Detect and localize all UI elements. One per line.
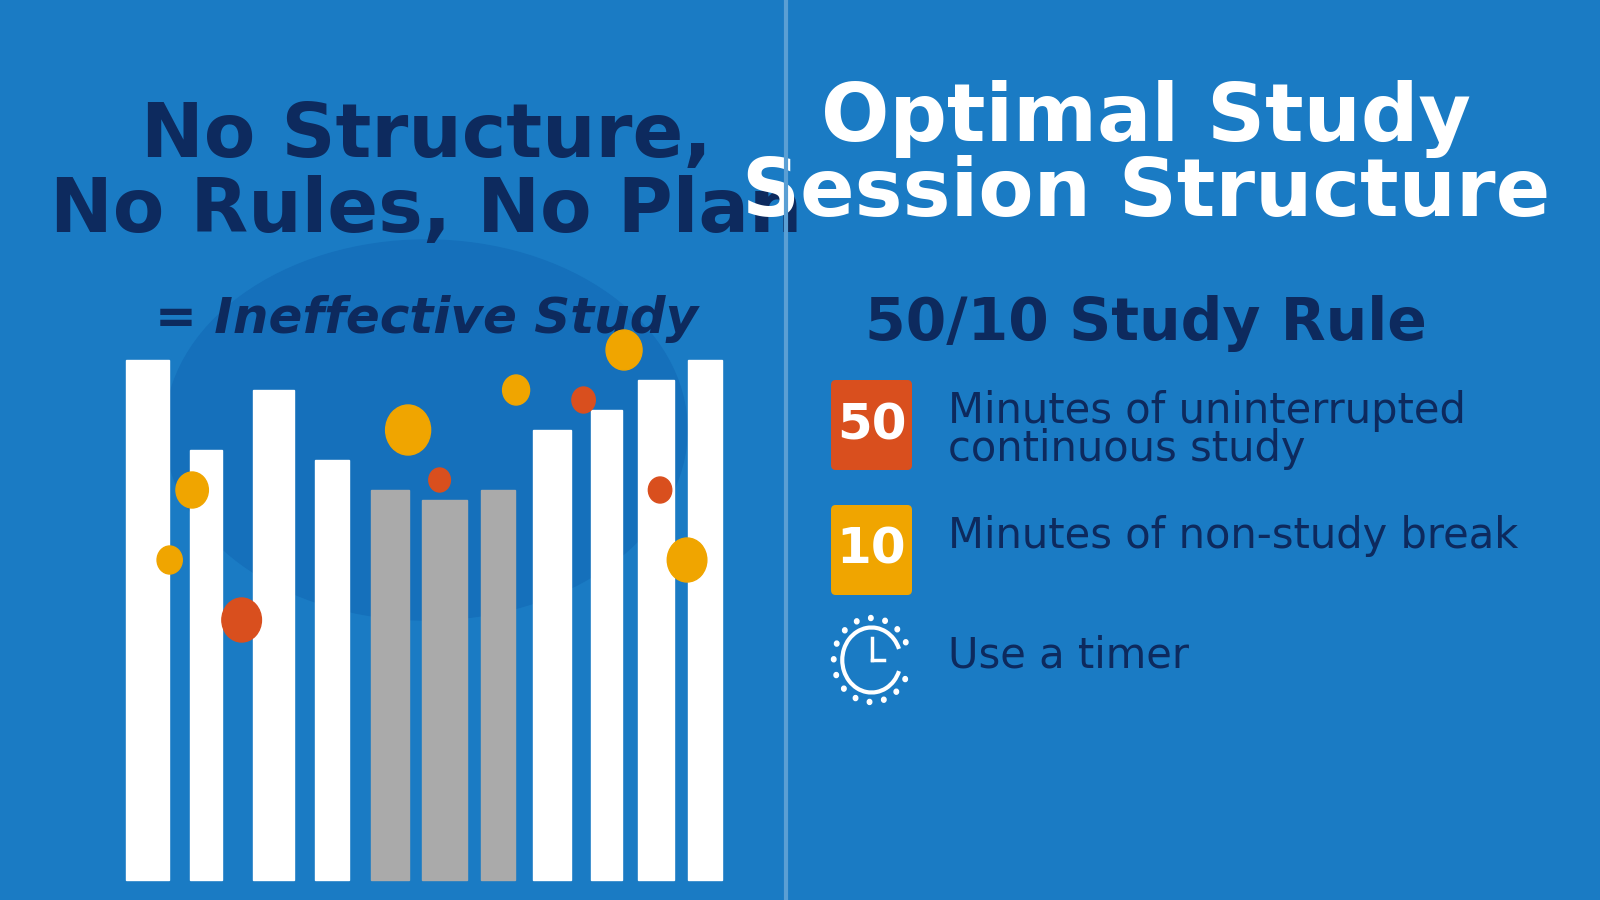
Text: No Structure,: No Structure, xyxy=(141,100,712,173)
Text: continuous study: continuous study xyxy=(947,428,1306,470)
Circle shape xyxy=(894,626,899,632)
Circle shape xyxy=(667,538,707,582)
Text: Minutes of uninterrupted: Minutes of uninterrupted xyxy=(947,390,1466,432)
Circle shape xyxy=(894,689,899,694)
Circle shape xyxy=(853,696,858,700)
Ellipse shape xyxy=(165,240,686,620)
Circle shape xyxy=(429,468,451,492)
Circle shape xyxy=(869,616,874,620)
Circle shape xyxy=(867,699,872,705)
Bar xyxy=(533,430,571,880)
Text: = Ineffective Study: = Ineffective Study xyxy=(155,295,698,343)
Text: No Rules, No Plan: No Rules, No Plan xyxy=(50,175,802,248)
Circle shape xyxy=(902,677,907,681)
Text: Optimal Study: Optimal Study xyxy=(821,80,1470,158)
Circle shape xyxy=(882,698,886,702)
Text: 50: 50 xyxy=(837,401,906,449)
Bar xyxy=(125,360,168,880)
Text: 50/10 Study Rule: 50/10 Study Rule xyxy=(866,295,1427,352)
Circle shape xyxy=(832,657,835,662)
Bar xyxy=(190,450,222,880)
Circle shape xyxy=(606,330,642,370)
Circle shape xyxy=(854,619,859,624)
Circle shape xyxy=(571,387,595,413)
Bar xyxy=(253,390,294,880)
Circle shape xyxy=(157,546,182,574)
Circle shape xyxy=(648,477,672,503)
Circle shape xyxy=(835,641,838,646)
Text: Minutes of non-study break: Minutes of non-study break xyxy=(947,515,1518,557)
Bar xyxy=(422,500,467,880)
Circle shape xyxy=(176,472,208,508)
Bar xyxy=(637,380,674,880)
Circle shape xyxy=(843,628,846,633)
Circle shape xyxy=(222,598,261,642)
Bar xyxy=(371,490,410,880)
FancyBboxPatch shape xyxy=(830,505,912,595)
Circle shape xyxy=(904,640,909,644)
Circle shape xyxy=(883,618,888,624)
Text: Use a timer: Use a timer xyxy=(947,635,1189,677)
Bar xyxy=(590,410,622,880)
Circle shape xyxy=(834,672,838,678)
Circle shape xyxy=(502,375,530,405)
Circle shape xyxy=(386,405,430,455)
Circle shape xyxy=(842,686,846,691)
Bar xyxy=(315,460,349,880)
Bar xyxy=(482,490,515,880)
Bar xyxy=(688,360,722,880)
Text: Session Structure: Session Structure xyxy=(742,155,1550,233)
FancyBboxPatch shape xyxy=(830,380,912,470)
Text: 10: 10 xyxy=(837,526,906,574)
